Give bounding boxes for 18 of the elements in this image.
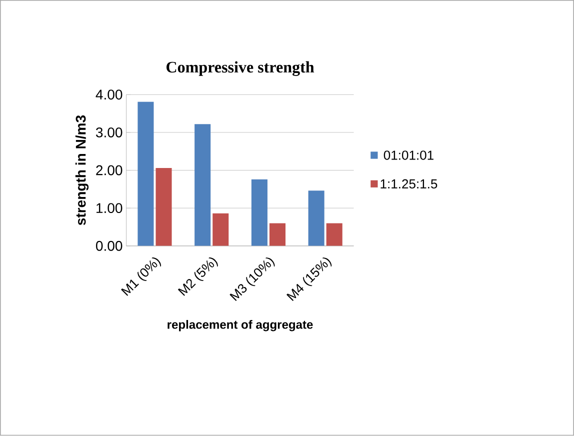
- legend-label: 1:1.25:1.5: [380, 179, 438, 189]
- y-tick-label: 2.00: [96, 165, 122, 176]
- bar: [212, 214, 229, 246]
- bar: [251, 179, 268, 246]
- bar: [138, 102, 154, 246]
- bar: [194, 124, 211, 246]
- y-axis-title: strength in N/m3: [75, 116, 89, 226]
- chart-title: Compressive strength: [166, 61, 314, 76]
- bar: [308, 190, 324, 246]
- bar: [326, 223, 342, 246]
- x-axis-title: replacement of aggregate: [168, 320, 313, 332]
- y-tick-label: 4.00: [96, 90, 122, 100]
- legend-label: 01:01:01: [384, 150, 434, 160]
- bar: [156, 168, 172, 246]
- y-tick-label: 1.00: [96, 203, 122, 214]
- y-tick-label: 3.00: [96, 128, 122, 138]
- bar: [269, 223, 286, 246]
- y-tick-label: 0.00: [96, 241, 122, 252]
